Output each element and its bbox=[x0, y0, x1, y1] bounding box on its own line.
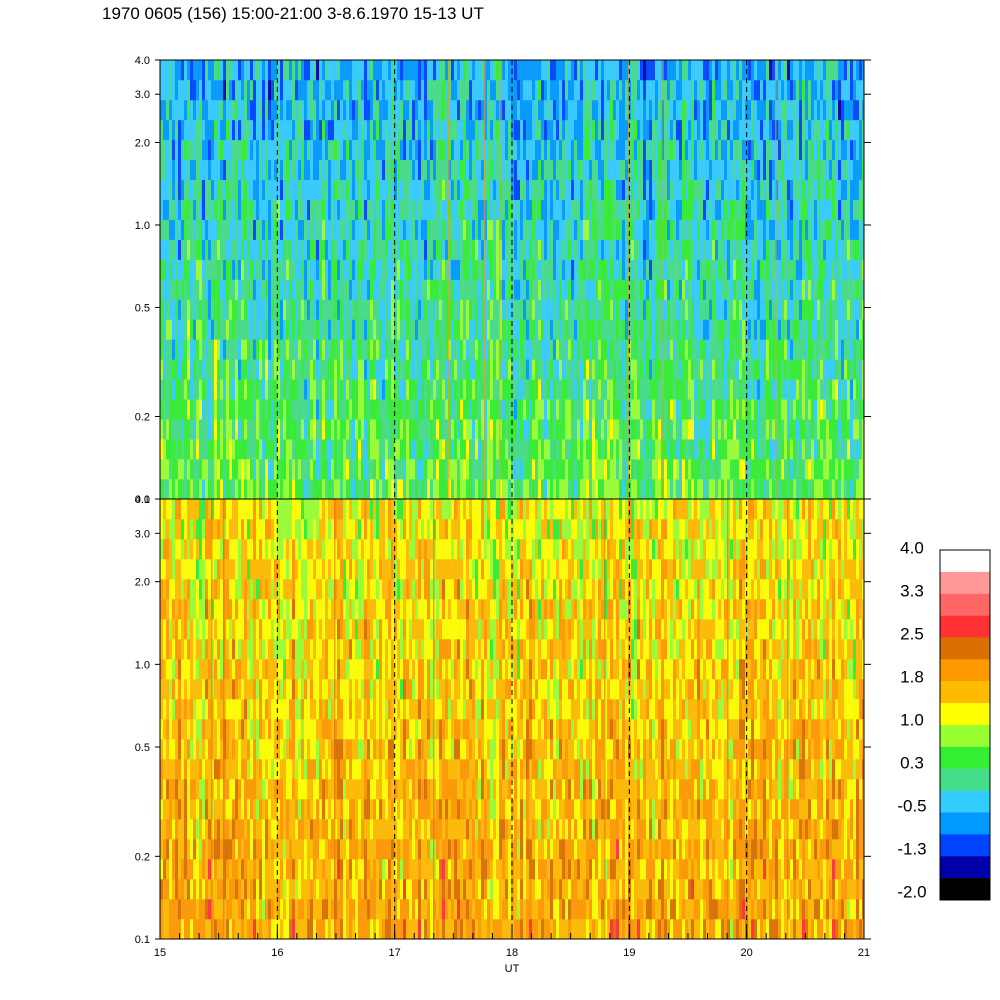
upper-spectrogram-panel bbox=[160, 60, 864, 499]
page-title: 1970 0605 (156) 15:00-21:00 3-8.6.1970 1… bbox=[102, 4, 484, 23]
